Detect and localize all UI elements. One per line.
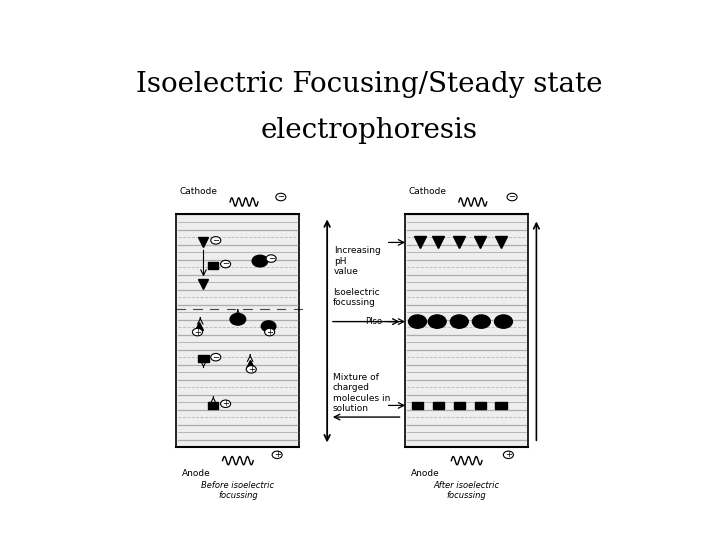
Circle shape	[220, 400, 230, 408]
Circle shape	[428, 315, 446, 328]
Circle shape	[472, 315, 490, 328]
Circle shape	[450, 315, 468, 328]
Circle shape	[246, 366, 256, 373]
Circle shape	[261, 321, 276, 332]
Circle shape	[507, 193, 517, 201]
Text: −: −	[212, 236, 220, 245]
Circle shape	[409, 315, 426, 328]
Text: PIso: PIso	[365, 317, 382, 326]
Text: +: +	[222, 399, 229, 408]
Circle shape	[230, 313, 246, 325]
Bar	[176, 214, 300, 447]
Text: Isoelectric
focussing: Isoelectric focussing	[333, 288, 379, 307]
Bar	[454, 402, 465, 409]
Text: −: −	[508, 193, 516, 201]
Circle shape	[266, 255, 276, 262]
Circle shape	[495, 315, 513, 328]
Text: −: −	[277, 193, 284, 201]
Text: Mixture of
charged
molecules in
solution: Mixture of charged molecules in solution	[333, 373, 390, 413]
Text: +: +	[248, 365, 255, 374]
Bar	[433, 402, 444, 409]
Circle shape	[192, 328, 202, 336]
Text: −: −	[268, 254, 274, 263]
Bar	[412, 402, 423, 409]
Text: Before isoelectric
focussing: Before isoelectric focussing	[202, 481, 274, 500]
Circle shape	[211, 354, 221, 361]
Text: electrophoresis: electrophoresis	[261, 117, 477, 144]
Circle shape	[211, 237, 221, 244]
Text: Cathode: Cathode	[179, 187, 217, 196]
Text: −: −	[212, 353, 220, 362]
Bar	[208, 262, 218, 269]
Text: +: +	[274, 450, 281, 460]
Circle shape	[220, 260, 230, 268]
Circle shape	[276, 193, 286, 201]
Text: Anode: Anode	[411, 469, 440, 478]
Text: +: +	[194, 328, 201, 336]
Text: −: −	[222, 260, 229, 268]
Circle shape	[503, 451, 513, 458]
Circle shape	[252, 255, 268, 267]
Text: +: +	[505, 450, 512, 460]
Text: Cathode: Cathode	[408, 187, 446, 196]
Bar	[474, 402, 486, 409]
Text: +: +	[266, 328, 273, 336]
Text: Increasing
pH
value: Increasing pH value	[334, 246, 381, 276]
Bar	[405, 214, 528, 447]
Circle shape	[265, 328, 275, 336]
Text: Isoelectric Focusing/Steady state: Isoelectric Focusing/Steady state	[136, 71, 602, 98]
Bar	[199, 355, 209, 362]
Text: After isoelectric
focussing: After isoelectric focussing	[433, 481, 500, 500]
Bar	[208, 402, 218, 409]
Text: Anode: Anode	[182, 469, 211, 478]
Circle shape	[272, 451, 282, 458]
Bar	[495, 402, 507, 409]
